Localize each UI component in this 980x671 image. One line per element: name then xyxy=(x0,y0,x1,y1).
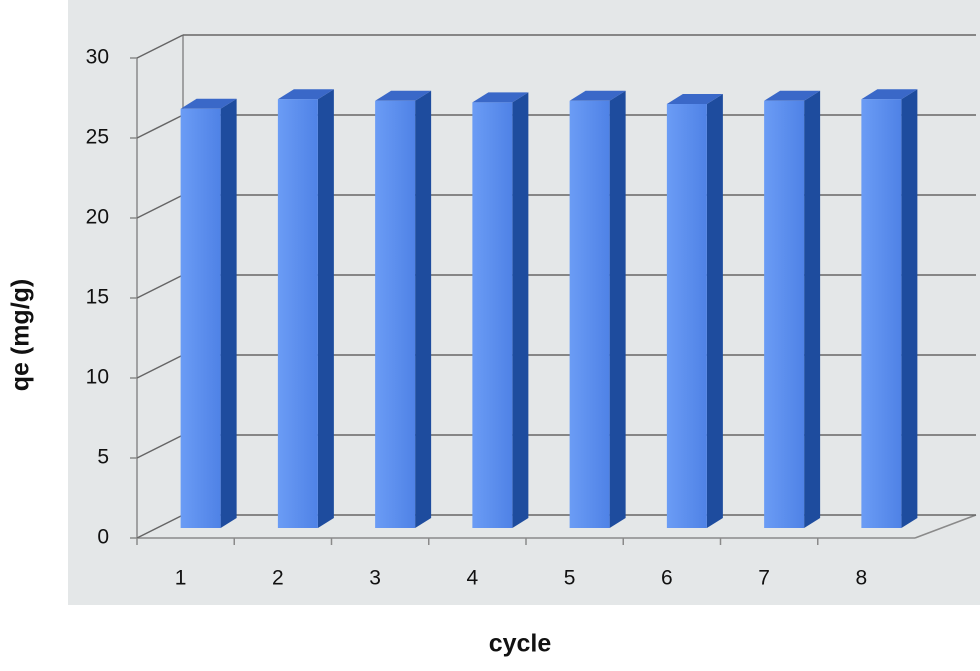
bar-side xyxy=(804,90,821,529)
bar xyxy=(180,108,221,529)
bar-top xyxy=(375,90,432,101)
x-tick-label: 6 xyxy=(661,567,673,590)
bar xyxy=(861,99,902,528)
bar xyxy=(569,100,610,529)
grid-line xyxy=(136,514,184,539)
bar-side xyxy=(415,90,432,529)
bar-side xyxy=(609,90,626,529)
grid-line xyxy=(136,354,184,379)
y-tick-label: 20 xyxy=(86,206,109,229)
y-tick-label: 15 xyxy=(86,286,109,309)
floor-edge xyxy=(914,514,977,539)
bar-side xyxy=(317,89,334,528)
y-axis-title: qe (mg/g) xyxy=(7,279,35,392)
bar-side xyxy=(220,98,237,529)
grid-line xyxy=(136,114,184,139)
grid-line xyxy=(136,194,184,219)
x-tick-label: 8 xyxy=(856,567,868,590)
bar-side xyxy=(512,92,529,529)
x-tick-label: 7 xyxy=(758,567,770,590)
bar xyxy=(375,100,416,529)
bar-top xyxy=(666,94,723,104)
y-tick-label: 30 xyxy=(86,46,109,69)
y-tick-label: 25 xyxy=(86,126,109,149)
bar-top xyxy=(569,90,626,101)
bar xyxy=(472,102,513,529)
x-tick-label: 2 xyxy=(272,567,284,590)
grid-line xyxy=(136,34,184,59)
y-tick-label: 10 xyxy=(86,366,109,389)
bar-top xyxy=(764,90,821,101)
x-axis-title: cycle xyxy=(489,630,552,658)
bar-top xyxy=(180,98,237,109)
x-tick-label: 5 xyxy=(564,567,576,590)
y-tick-label: 5 xyxy=(97,446,109,469)
bar xyxy=(277,99,318,528)
grid-line xyxy=(136,274,184,299)
bar-side xyxy=(706,94,723,528)
bar xyxy=(764,100,805,529)
bar-side xyxy=(901,89,918,528)
x-tick-label: 1 xyxy=(175,567,187,590)
bar-top xyxy=(472,92,529,103)
bar-top xyxy=(277,89,334,100)
bar-top xyxy=(861,89,918,100)
x-tick-label: 3 xyxy=(369,567,381,590)
bar xyxy=(666,104,707,528)
y-tick-label: 0 xyxy=(97,526,109,549)
x-tick-label: 4 xyxy=(467,567,479,590)
grid-line xyxy=(136,434,184,459)
